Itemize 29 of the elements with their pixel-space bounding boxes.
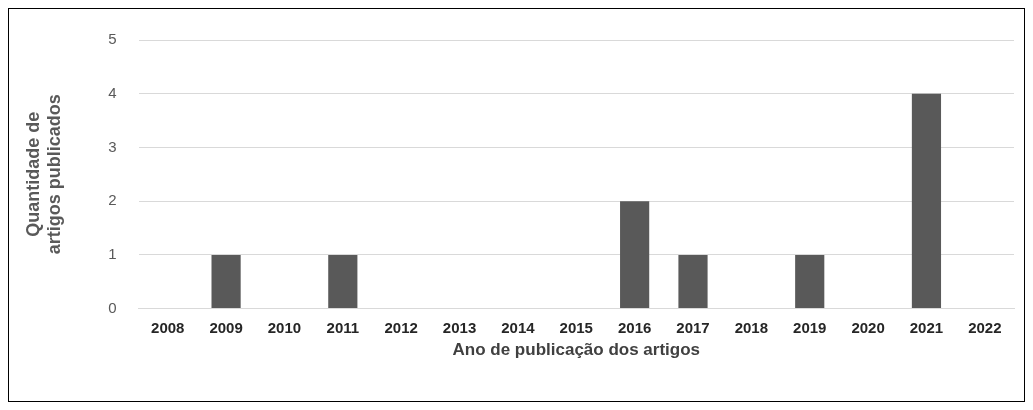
x-tick-label: 2018 xyxy=(734,318,769,336)
x-tick-label: 2012 xyxy=(384,318,418,336)
bar xyxy=(795,254,825,309)
y-axis-title: Quantidade de artigos publicados xyxy=(22,94,65,255)
x-tick-label: 2010 xyxy=(267,318,302,336)
y-tick-label: 0 xyxy=(108,298,117,316)
bar xyxy=(211,254,241,309)
x-tick-label: 2021 xyxy=(909,318,944,336)
x-tick-label: 2017 xyxy=(676,318,710,336)
bar xyxy=(620,201,650,309)
x-axis-title: Ano de publicação dos artigos xyxy=(452,340,701,360)
x-tick-label: 2008 xyxy=(151,318,185,336)
y-tick-label: 5 xyxy=(108,30,117,48)
x-tick-label: 2011 xyxy=(326,318,360,336)
y-tick-label: 2 xyxy=(108,191,117,209)
x-tick-label: 2014 xyxy=(501,318,536,336)
x-tick-label: 2020 xyxy=(851,318,885,336)
x-tick-label: 2013 xyxy=(442,318,477,336)
y-tick-label: 3 xyxy=(108,137,117,155)
y-tick-label: 4 xyxy=(108,83,117,101)
x-tick-label: 2016 xyxy=(617,318,652,336)
bar xyxy=(678,254,708,309)
x-tick-label: 2019 xyxy=(793,318,827,336)
x-tick-label: 2015 xyxy=(559,318,593,336)
bar xyxy=(328,254,358,309)
y-tick-label: 1 xyxy=(108,245,117,263)
x-tick-label: 2009 xyxy=(209,318,243,336)
x-tick-label: 2022 xyxy=(968,318,1002,336)
bar xyxy=(911,93,942,309)
